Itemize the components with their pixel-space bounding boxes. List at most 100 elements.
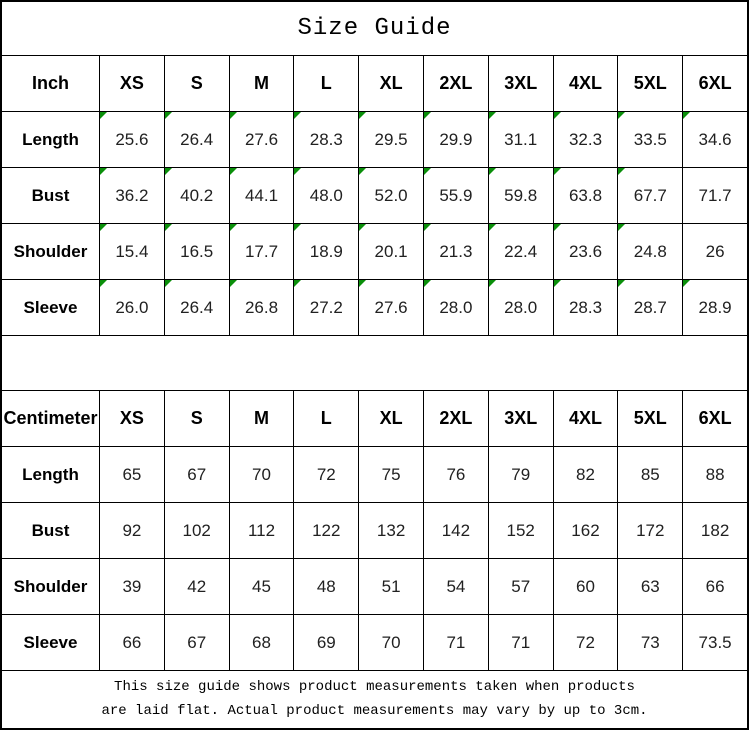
value-cell: 112 — [228, 503, 294, 559]
value-cell: 67.7 — [617, 168, 683, 224]
corner-flag-icon — [164, 280, 172, 287]
corner-flag-icon — [294, 168, 302, 175]
value-cell-text: 55.9 — [439, 185, 473, 205]
value-cell: 72 — [552, 615, 618, 671]
size-header-cell: 2XL — [423, 391, 488, 447]
value-cell: 92 — [99, 503, 164, 559]
corner-flag-icon — [100, 224, 107, 231]
value-cell: 20.1 — [358, 224, 423, 280]
corner-flag-icon — [164, 224, 172, 231]
corner-flag-icon — [359, 168, 367, 175]
value-cell: 26.8 — [228, 280, 294, 336]
row-label-cell: Sleeve — [2, 615, 99, 671]
value-cell-text: 73 — [640, 632, 660, 652]
value-cell-text: 33.5 — [633, 129, 667, 149]
row-label-cell: Length — [2, 112, 99, 168]
corner-flag-icon — [488, 112, 496, 119]
row-label-cell-text: Bust — [31, 185, 70, 205]
value-cell: 36.2 — [99, 168, 164, 224]
value-cell-text: 66 — [122, 632, 142, 652]
value-cell: 122 — [293, 503, 359, 559]
corner-flag-icon — [488, 224, 496, 231]
size-header-cell-text: M — [253, 73, 269, 93]
corner-flag-icon — [488, 168, 496, 175]
value-cell: 67 — [163, 615, 229, 671]
size-header-cell: XL — [358, 391, 423, 447]
corner-flag-icon — [683, 280, 691, 287]
corner-flag-icon — [229, 280, 237, 287]
value-cell: 44.1 — [228, 168, 294, 224]
value-cell: 27.2 — [293, 280, 359, 336]
value-cell: 28.7 — [617, 280, 683, 336]
corner-flag-icon — [424, 168, 431, 175]
value-cell-text: 39 — [122, 576, 142, 596]
value-cell-text: 70 — [252, 464, 271, 484]
value-cell: 59.8 — [487, 168, 553, 224]
size-header-cell-text: XL — [379, 73, 403, 93]
row-label-cell-text: Length — [22, 464, 79, 484]
corner-flag-icon — [294, 112, 302, 119]
value-cell-text: 22.4 — [504, 241, 538, 261]
corner-flag-icon — [488, 280, 496, 287]
value-cell-text: 69 — [316, 632, 336, 652]
value-cell: 71 — [487, 615, 553, 671]
size-header-cell-text: 4XL — [568, 73, 602, 93]
value-cell: 82 — [552, 447, 618, 503]
value-cell-text: 48.0 — [309, 185, 343, 205]
value-cell-text: 28.3 — [309, 129, 343, 149]
value-cell: 66 — [682, 559, 747, 615]
value-cell: 28.9 — [682, 280, 747, 336]
value-cell-text: 67 — [187, 464, 207, 484]
value-cell: 102 — [163, 503, 229, 559]
value-cell: 27.6 — [358, 280, 423, 336]
corner-flag-icon — [618, 168, 626, 175]
value-cell-text: 24.8 — [633, 241, 667, 261]
corner-flag-icon — [618, 112, 626, 119]
value-cell: 162 — [552, 503, 618, 559]
value-cell: 34.6 — [682, 112, 747, 168]
size-header-cell: 4XL — [552, 391, 618, 447]
size-header-cell-text: L — [320, 408, 332, 428]
value-cell-text: 112 — [247, 520, 276, 540]
corner-flag-icon — [359, 280, 367, 287]
unit-label-cell: Inch — [2, 56, 99, 112]
size-header-cell: S — [163, 391, 229, 447]
value-cell-text: 27.2 — [309, 297, 343, 317]
value-cell: 75 — [358, 447, 423, 503]
value-cell-text: 15.4 — [115, 241, 149, 261]
value-cell: 28.0 — [487, 280, 553, 336]
size-header-cell-text: 3XL — [504, 73, 538, 93]
value-cell-text: 16.5 — [180, 241, 214, 261]
value-cell: 51 — [358, 559, 423, 615]
value-cell-text: 54 — [446, 576, 466, 596]
value-cell-text: 71 — [446, 632, 466, 652]
size-header-cell-text: XS — [119, 408, 144, 428]
corner-flag-icon — [294, 280, 302, 287]
corner-flag-icon — [683, 112, 691, 119]
value-cell: 55.9 — [423, 168, 488, 224]
value-cell: 32.3 — [552, 112, 618, 168]
size-header-cell: L — [293, 391, 359, 447]
footer-line-2: are laid flat. Actual product measuremen… — [101, 702, 648, 719]
row-label-cell: Length — [2, 447, 99, 503]
inch-table: Inch XS S M L XL 2XL 3XL 4XL 5XL 6XL Length 25.6 26.4… — [2, 56, 747, 336]
value-cell: 76 — [423, 447, 488, 503]
value-cell: 28.0 — [423, 280, 488, 336]
value-cell: 68 — [228, 615, 294, 671]
row-label-cell-text: Sleeve — [23, 297, 78, 317]
footer-note: This size guide shows product measuremen… — [2, 671, 747, 728]
value-cell: 48 — [293, 559, 359, 615]
value-cell-text: 31.1 — [504, 129, 538, 149]
value-cell-text: 26.4 — [180, 129, 214, 149]
size-header-cell: L — [293, 56, 359, 112]
size-header-cell: 6XL — [682, 391, 747, 447]
unit-label-cell-text: Inch — [31, 73, 69, 93]
corner-flag-icon — [618, 280, 626, 287]
corner-flag-icon — [229, 224, 237, 231]
size-header-cell-text: 6XL — [698, 408, 732, 428]
value-cell-text: 34.6 — [698, 129, 732, 149]
size-header-cell: 6XL — [682, 56, 747, 112]
value-cell: 27.6 — [228, 112, 294, 168]
corner-flag-icon — [100, 112, 107, 119]
